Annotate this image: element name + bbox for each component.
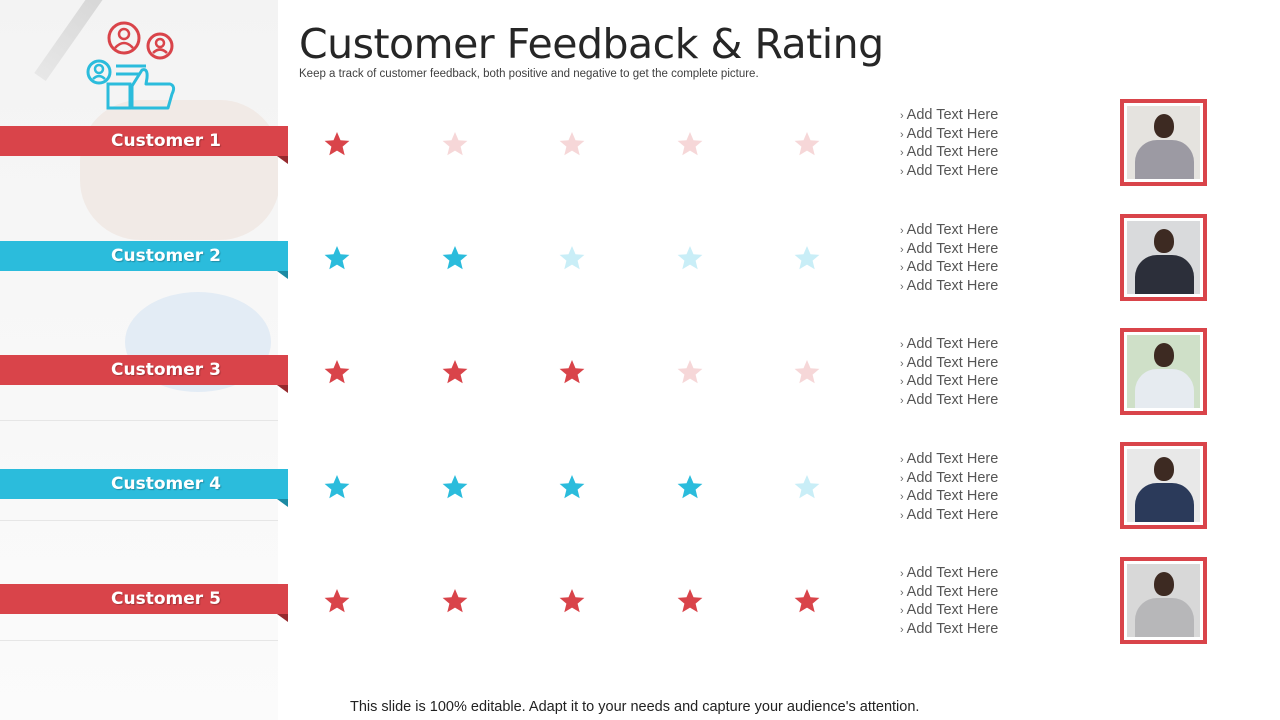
star-filled-icon	[794, 589, 820, 613]
chevron-right-icon: ›	[900, 166, 904, 179]
chevron-right-icon: ›	[900, 128, 904, 141]
customer-photo	[1120, 328, 1207, 415]
chevron-right-icon: ›	[900, 281, 904, 294]
list-item: › Add Text Here	[900, 144, 999, 161]
chevron-right-icon: ›	[900, 339, 904, 351]
feedback-list: › Add Text Here › Add Text Here › Add Text …	[900, 565, 998, 640]
customer-ribbon: Customer 1	[0, 126, 288, 164]
chevron-right-icon: ›	[900, 624, 904, 637]
star-empty-icon	[794, 475, 820, 499]
list-item: › Add Text Here	[900, 469, 999, 486]
list-item: › Add Text Here	[900, 565, 999, 581]
list-item: › Add Text Here	[900, 354, 999, 371]
slide-footer: This slide is 100% editable. Adapt it to…	[350, 699, 920, 715]
customer-label: Customer 2	[111, 246, 221, 266]
chevron-right-icon: ›	[900, 454, 904, 466]
list-item: › Add Text Here	[900, 163, 999, 180]
star-empty-icon	[559, 132, 585, 156]
star-filled-icon	[324, 360, 350, 384]
list-item: › Add Text Here	[900, 621, 999, 638]
customer-label: Customer 1	[111, 131, 221, 151]
slide-title: Customer Feedback & Rating	[299, 20, 884, 68]
star-empty-icon	[677, 132, 703, 156]
star-empty-icon	[794, 132, 820, 156]
star-filled-icon	[442, 589, 468, 613]
star-empty-icon	[794, 360, 820, 384]
star-empty-icon	[794, 246, 820, 270]
list-item: › Add Text Here	[900, 278, 999, 295]
customer-ribbon: Customer 3	[0, 355, 288, 393]
chevron-right-icon: ›	[900, 568, 904, 580]
chevron-right-icon: ›	[900, 376, 904, 389]
star-filled-icon	[559, 475, 585, 499]
chevron-right-icon: ›	[900, 225, 904, 237]
star-filled-icon	[559, 360, 585, 384]
list-item: › Add Text Here	[900, 107, 999, 123]
star-empty-icon	[559, 246, 585, 270]
star-filled-icon	[324, 132, 350, 156]
list-item: › Add Text Here	[900, 507, 999, 524]
list-item: › Add Text Here	[900, 125, 999, 142]
star-filled-icon	[442, 475, 468, 499]
customer-label: Customer 5	[111, 589, 221, 609]
customer-feedback-icon	[86, 21, 176, 110]
customer-ribbon: Customer 2	[0, 241, 288, 279]
star-empty-icon	[442, 132, 468, 156]
feedback-list: › Add Text Here › Add Text Here › Add Text …	[900, 451, 998, 526]
list-item: › Add Text Here	[900, 392, 999, 409]
star-empty-icon	[677, 246, 703, 270]
list-item: › Add Text Here	[900, 336, 999, 352]
list-item: › Add Text Here	[900, 240, 999, 257]
chevron-right-icon: ›	[900, 491, 904, 504]
star-filled-icon	[677, 589, 703, 613]
star-filled-icon	[677, 475, 703, 499]
star-filled-icon	[324, 246, 350, 270]
customer-photo	[1120, 557, 1207, 644]
list-item: › Add Text Here	[900, 373, 999, 390]
chevron-right-icon: ›	[900, 586, 904, 599]
list-item: › Add Text Here	[900, 602, 999, 619]
chevron-right-icon: ›	[900, 510, 904, 523]
slide-subtitle: Keep a track of customer feedback, both …	[299, 68, 759, 80]
star-empty-icon	[677, 360, 703, 384]
feedback-list: › Add Text Here › Add Text Here › Add Text …	[900, 107, 998, 182]
list-item: › Add Text Here	[900, 488, 999, 505]
chevron-right-icon: ›	[900, 243, 904, 256]
feedback-list: › Add Text Here › Add Text Here › Add Text …	[900, 222, 998, 297]
star-filled-icon	[324, 589, 350, 613]
chevron-right-icon: ›	[900, 472, 904, 485]
chevron-right-icon: ›	[900, 605, 904, 618]
customer-ribbon: Customer 4	[0, 469, 288, 507]
chevron-right-icon: ›	[900, 357, 904, 370]
chevron-right-icon: ›	[900, 262, 904, 275]
chevron-right-icon: ›	[900, 147, 904, 160]
customer-label: Customer 4	[111, 474, 221, 494]
star-filled-icon	[442, 246, 468, 270]
chevron-right-icon: ›	[900, 395, 904, 408]
customer-ribbon: Customer 5	[0, 584, 288, 622]
list-item: › Add Text Here	[900, 451, 999, 467]
star-filled-icon	[324, 475, 350, 499]
customer-photo	[1120, 442, 1207, 529]
feedback-list: › Add Text Here › Add Text Here › Add Text …	[900, 336, 998, 411]
star-filled-icon	[559, 589, 585, 613]
customer-label: Customer 3	[111, 360, 221, 380]
customer-photo	[1120, 99, 1207, 186]
customer-photo	[1120, 214, 1207, 301]
chevron-right-icon: ›	[900, 110, 904, 122]
list-item: › Add Text Here	[900, 222, 999, 238]
list-item: › Add Text Here	[900, 583, 999, 600]
list-item: › Add Text Here	[900, 259, 999, 276]
star-filled-icon	[442, 360, 468, 384]
